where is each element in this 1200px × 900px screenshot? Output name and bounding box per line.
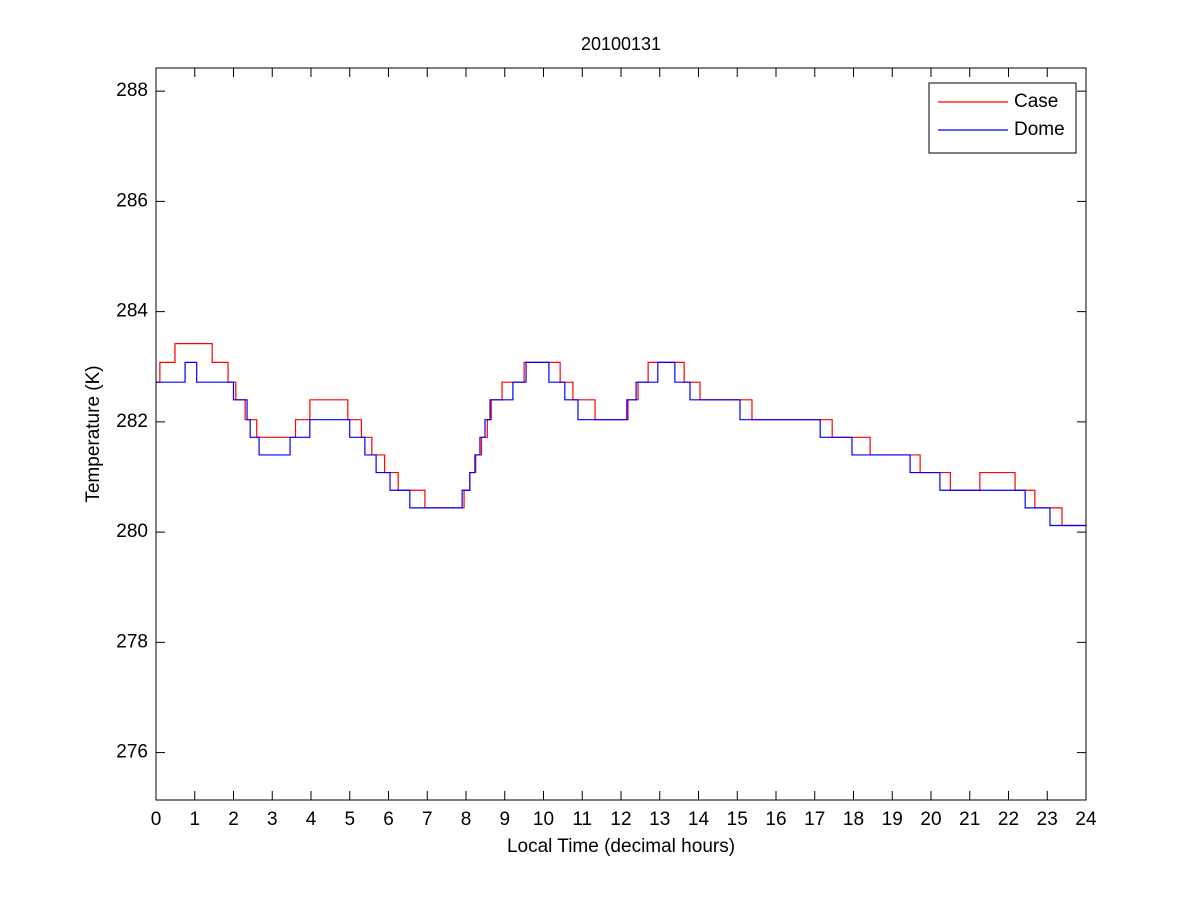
x-tick-label: 21: [959, 809, 980, 830]
plot-frame: [155, 67, 1087, 801]
legend-box: [928, 82, 1077, 154]
y-tick-label: 280: [116, 521, 148, 542]
x-tick-label: 10: [533, 809, 554, 830]
x-tick-label: 20: [920, 809, 941, 830]
x-tick-label: 18: [843, 809, 864, 830]
y-tick-label: 284: [116, 301, 148, 322]
x-tick-label: 14: [688, 809, 710, 830]
y-tick-label: 278: [116, 631, 148, 652]
x-tick-label: 3: [267, 809, 278, 830]
x-tick-label: 2: [228, 809, 239, 830]
x-tick-label: 8: [461, 809, 472, 830]
x-tick-label: 5: [344, 809, 355, 830]
x-tick-label: 9: [499, 809, 510, 830]
x-tick-label: 12: [610, 809, 631, 830]
x-axis-label: Local Time (decimal hours): [507, 836, 735, 857]
y-axis-label: Temperature (K): [83, 365, 104, 502]
x-tick-label: 23: [1037, 809, 1058, 830]
x-tick-label: 17: [804, 809, 825, 830]
x-tick-label: 16: [765, 809, 786, 830]
x-tick-label: 15: [727, 809, 748, 830]
x-tick-label: 13: [649, 809, 670, 830]
y-tick-label: 276: [116, 742, 148, 763]
y-tick-label: 282: [116, 411, 148, 432]
legend-label: Case: [1014, 91, 1058, 112]
x-tick-label: 1: [189, 809, 200, 830]
x-tick-label: 4: [306, 809, 317, 830]
y-tick-label: 286: [116, 190, 148, 211]
x-tick-label: 11: [572, 809, 592, 830]
legend-label: Dome: [1014, 119, 1065, 140]
x-tick-label: 0: [151, 809, 162, 830]
x-tick-label: 19: [882, 809, 903, 830]
y-tick-label: 288: [116, 80, 148, 101]
chart-title: 20100131: [581, 34, 661, 54]
x-tick-label: 6: [383, 809, 394, 830]
x-tick-label: 7: [422, 809, 433, 830]
x-tick-label: 24: [1075, 809, 1097, 830]
x-tick-label: 22: [998, 809, 1019, 830]
data-line: [156, 361, 1086, 527]
